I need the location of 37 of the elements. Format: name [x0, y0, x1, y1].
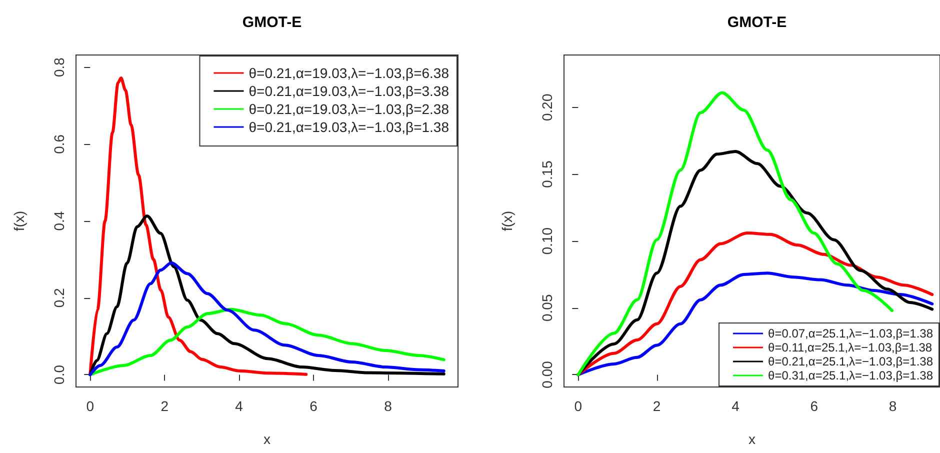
x-tick-label: 4 — [235, 398, 244, 414]
x-tick-label: 8 — [384, 398, 392, 414]
legend-label: θ=0.11,α=25.1,λ=−1.03,β=1.38 — [768, 340, 932, 354]
legend-label: θ=0.21,α=19.03,λ=−1.03,β=2.38 — [248, 101, 450, 117]
legend-label: θ=0.21,α=19.03,λ=−1.03,β=1.38 — [248, 119, 450, 135]
legend-label: θ=0.21,α=25.1,λ=−1.03,β=1.38 — [768, 354, 934, 368]
y-tick-label: 0.6 — [51, 134, 67, 154]
chart-title: GMOT-E — [727, 14, 787, 31]
x-axis-title: x — [748, 431, 756, 447]
x-tick-label: 0 — [574, 398, 582, 414]
x-tick-label: 0 — [86, 398, 94, 414]
y-axis-title: f(x) — [11, 210, 27, 232]
y-tick-label: 0.0 — [51, 364, 67, 384]
y-tick-label: 0.00 — [539, 360, 555, 388]
legend-label: θ=0.21,α=19.03,λ=−1.03,β=6.38 — [248, 65, 450, 81]
x-tick-label: 2 — [652, 398, 661, 414]
y-axis-title: f(x) — [499, 210, 515, 232]
y-tick-label: 0.20 — [539, 94, 555, 122]
line-series — [88, 308, 446, 376]
legend-label: θ=0.31,α=25.1,λ=−1.03,β=1.38 — [768, 368, 934, 382]
y-tick-label: 0.2 — [51, 288, 67, 308]
y-tick-label: 0.10 — [539, 227, 555, 255]
y-tick-label: 0.8 — [51, 57, 67, 78]
x-axis-title: x — [264, 431, 270, 447]
line-series — [88, 261, 446, 376]
x-tick-label: 4 — [732, 398, 740, 414]
chart-title: GMOT-E — [242, 14, 302, 31]
x-tick-label: 6 — [310, 398, 318, 414]
x-tick-label: 6 — [810, 398, 818, 414]
x-tick-label: 2 — [160, 398, 169, 414]
line-series — [88, 214, 446, 376]
legend-label: θ=0.21,α=19.03,λ=−1.03,β=3.38 — [248, 83, 450, 99]
x-tick-label: 8 — [888, 398, 897, 414]
legend-label: θ=0.07,α=25.1,λ=−1.03,β=1.38 — [768, 326, 934, 340]
y-tick-label: 0.4 — [51, 211, 67, 231]
y-tick-label: 0.15 — [539, 160, 555, 188]
y-tick-label: 0.05 — [539, 294, 555, 322]
